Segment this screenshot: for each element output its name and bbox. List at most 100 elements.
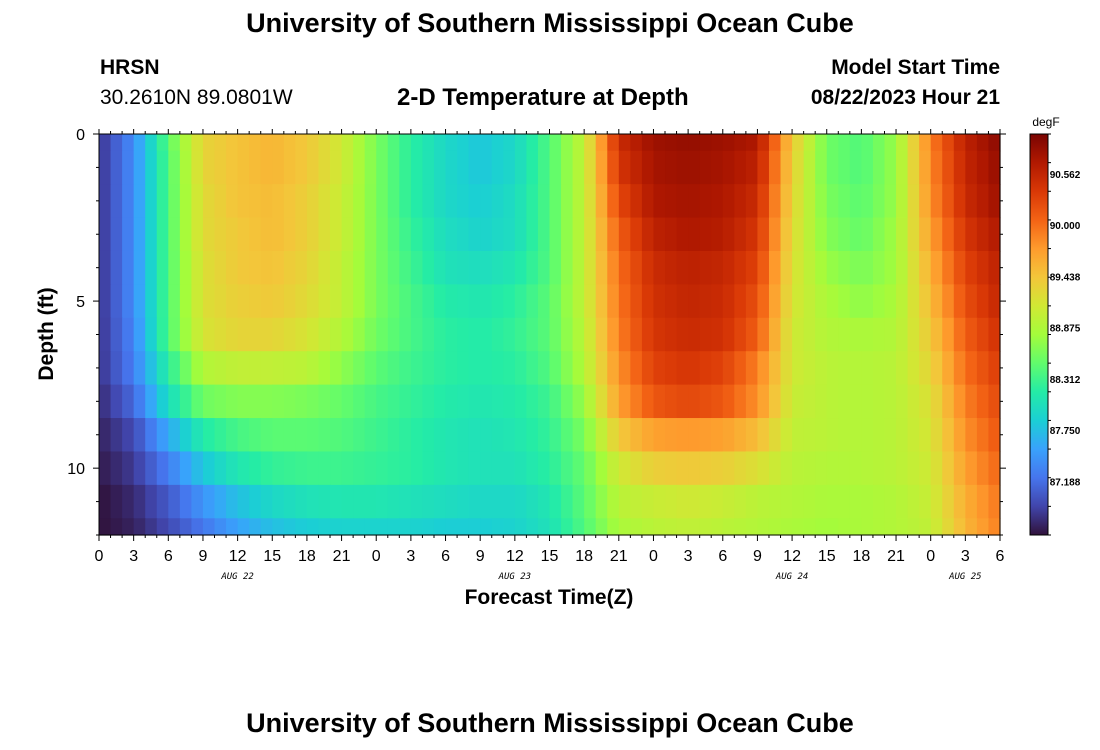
heatmap-cell	[780, 484, 793, 519]
heatmap-cell	[757, 317, 770, 352]
date-label: AUG 25	[948, 572, 982, 582]
heatmap-cell	[976, 317, 990, 352]
heatmap-cell	[653, 150, 666, 185]
heatmap-cell	[849, 351, 862, 386]
heatmap-cell	[665, 134, 678, 152]
heatmap-cell	[930, 317, 943, 352]
heatmap-cell	[110, 351, 123, 386]
heatmap-cell	[942, 384, 955, 419]
heatmap-cell	[376, 184, 389, 219]
heatmap-cell	[226, 518, 239, 536]
heatmap-cell	[896, 284, 909, 319]
heatmap-cell	[537, 134, 551, 152]
heatmap-cell	[780, 317, 793, 352]
heatmap-cell	[191, 284, 204, 319]
heatmap-cell	[468, 317, 481, 352]
heatmap-cell	[122, 217, 135, 252]
heatmap-cell	[145, 351, 158, 386]
heatmap-cell	[838, 418, 851, 453]
heatmap-cell	[676, 134, 689, 152]
heatmap-cell	[803, 351, 816, 386]
heatmap-cell	[572, 317, 585, 352]
heatmap-cell	[907, 484, 920, 519]
heatmap-cell	[145, 250, 158, 285]
heatmap-cell	[618, 250, 631, 285]
heatmap-cell	[306, 384, 320, 419]
heatmap-cell	[942, 351, 955, 386]
heatmap-cell	[872, 418, 886, 453]
heatmap-cell	[353, 351, 366, 386]
x-tick-label: 12	[783, 548, 801, 565]
heatmap-cell	[353, 150, 366, 185]
heatmap-cell	[896, 134, 909, 152]
heatmap-cell	[907, 518, 920, 536]
heatmap-cell	[376, 451, 389, 486]
heatmap-cell	[688, 284, 701, 319]
heatmap-cell	[99, 484, 112, 519]
heatmap-cell	[965, 451, 978, 486]
heatmap-cell	[272, 484, 285, 519]
heatmap-cell	[191, 184, 204, 219]
heatmap-cell	[318, 150, 331, 185]
heatmap-cell	[780, 217, 793, 252]
heatmap-cell	[376, 351, 389, 386]
heatmap-cell	[399, 250, 412, 285]
heatmap-cell	[260, 134, 273, 152]
heatmap-cell	[561, 217, 574, 252]
date-label: AUG 24	[775, 572, 809, 582]
heatmap-cell	[688, 451, 701, 486]
heatmap-cell	[387, 418, 400, 453]
heatmap-cell	[699, 217, 712, 252]
colorbar-label: 89.438	[1050, 272, 1081, 283]
heatmap-cell	[237, 451, 250, 486]
heatmap-cell	[988, 134, 1001, 152]
heatmap-cell	[341, 250, 354, 285]
heatmap-cell	[226, 184, 239, 219]
heatmap-cell	[907, 384, 920, 419]
heatmap-cell	[491, 518, 504, 536]
heatmap-cell	[133, 134, 146, 152]
heatmap-cell	[942, 184, 955, 219]
heatmap-cell	[237, 518, 250, 536]
heatmap-cell	[214, 134, 227, 152]
heatmap-cell	[306, 217, 320, 252]
heatmap-cell	[491, 451, 504, 486]
heatmap-cell	[341, 217, 354, 252]
heatmap-cell	[595, 518, 608, 536]
x-tick-label: 18	[852, 548, 870, 565]
heatmap-cell	[202, 284, 216, 319]
heatmap-cell	[445, 150, 458, 185]
heatmap-cell	[237, 484, 250, 519]
heatmap-cell	[907, 317, 920, 352]
heatmap-cell	[884, 451, 897, 486]
heatmap-cell	[133, 217, 146, 252]
heatmap-cell	[919, 351, 932, 386]
heatmap-cell	[838, 484, 851, 519]
heatmap-cell	[503, 250, 516, 285]
heatmap-cell	[133, 250, 146, 285]
heatmap-cell	[653, 451, 666, 486]
heatmap-cell	[283, 217, 296, 252]
heatmap-cell	[699, 518, 712, 536]
heatmap-cell	[815, 150, 828, 185]
heatmap-cell	[584, 217, 597, 252]
x-tick-label: 6	[441, 548, 450, 565]
heatmap-cell	[572, 150, 585, 185]
heatmap-cell	[618, 134, 631, 152]
heatmap-cell	[618, 484, 631, 519]
heatmap-cell	[480, 484, 493, 519]
x-tick-label: 3	[129, 548, 138, 565]
heatmap-cell	[722, 317, 735, 352]
heatmap-cell	[815, 250, 828, 285]
heatmap-cell	[480, 351, 493, 386]
heatmap-cell	[561, 250, 574, 285]
heatmap-cell	[422, 317, 435, 352]
heatmap-cell	[711, 384, 724, 419]
heatmap-cell	[237, 284, 250, 319]
heatmap-cell	[896, 250, 909, 285]
heatmap-cell	[942, 150, 955, 185]
heatmap-cell	[503, 150, 516, 185]
heatmap-cell	[457, 351, 470, 386]
heatmap-cell	[988, 384, 1001, 419]
heatmap-cell	[745, 184, 759, 219]
